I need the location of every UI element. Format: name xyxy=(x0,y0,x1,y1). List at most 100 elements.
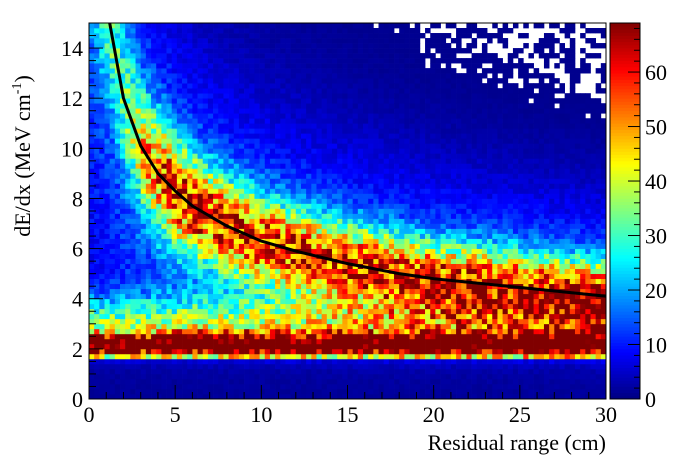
heatmap-cell xyxy=(207,353,214,360)
heatmap-cell xyxy=(331,113,338,119)
heatmap-cell xyxy=(388,313,395,320)
heatmap-cell xyxy=(311,273,317,280)
heatmap-cell xyxy=(285,53,291,59)
heatmap-cell xyxy=(425,333,431,340)
heatmap-cell xyxy=(399,303,405,310)
heatmap-cell xyxy=(326,263,333,269)
heatmap-cell xyxy=(378,288,385,295)
heatmap-cell xyxy=(120,178,126,184)
heatmap-cell xyxy=(166,193,173,199)
heatmap-cell xyxy=(218,248,224,254)
heatmap-cell xyxy=(109,328,116,335)
heatmap-cell xyxy=(233,168,240,174)
heatmap-cell xyxy=(99,73,105,79)
heatmap-cell xyxy=(249,168,255,174)
heatmap-cell xyxy=(176,383,183,390)
heatmap-cell xyxy=(161,373,167,380)
heatmap-cell xyxy=(368,103,374,109)
heatmap-cell xyxy=(187,228,193,234)
heatmap-cell xyxy=(207,373,214,380)
heatmap-cell xyxy=(130,368,136,375)
heatmap-cell xyxy=(383,208,390,214)
heatmap-cell xyxy=(404,273,410,280)
heatmap-cell xyxy=(244,213,250,219)
heatmap-cell xyxy=(161,313,167,320)
heatmap-cell xyxy=(264,158,271,164)
heatmap-cell xyxy=(254,348,260,355)
heatmap-cell xyxy=(269,248,276,254)
heatmap-cell xyxy=(120,203,126,209)
heatmap-cell xyxy=(114,28,121,34)
heatmap-cell xyxy=(187,238,193,244)
heatmap-cell xyxy=(326,53,333,59)
heatmap-cell xyxy=(166,113,173,119)
heatmap-cell xyxy=(197,58,204,64)
heatmap-cell xyxy=(409,298,416,305)
heatmap-cell xyxy=(425,78,431,84)
heatmap-cell xyxy=(300,293,307,300)
heatmap-cell xyxy=(99,283,105,290)
heatmap-cell xyxy=(409,143,416,149)
heatmap-cell xyxy=(259,348,266,355)
heatmap-cell xyxy=(244,338,250,345)
heatmap-cell xyxy=(378,128,385,134)
heatmap-cell xyxy=(156,33,162,39)
heatmap-cell xyxy=(125,158,131,164)
heatmap-cell xyxy=(135,48,142,54)
heatmap-cell xyxy=(300,388,307,395)
heatmap-cell xyxy=(197,313,204,320)
heatmap-cell xyxy=(368,78,374,84)
heatmap-cell xyxy=(218,253,224,259)
heatmap-cell xyxy=(259,383,266,390)
heatmap-cell xyxy=(151,333,157,340)
heatmap-cell xyxy=(104,23,111,29)
heatmap-cell xyxy=(171,113,178,119)
heatmap-cell xyxy=(120,143,126,149)
heatmap-cell xyxy=(388,358,395,365)
heatmap-cell xyxy=(171,273,178,280)
heatmap-cell xyxy=(295,163,302,169)
heatmap-cell xyxy=(161,388,167,395)
heatmap-cell xyxy=(187,353,193,360)
heatmap-cell xyxy=(120,373,126,380)
heatmap-cell xyxy=(264,78,271,84)
heatmap-cell xyxy=(295,383,302,390)
heatmap-cell xyxy=(145,108,152,114)
heatmap-cell xyxy=(145,308,152,315)
heatmap-cell xyxy=(321,353,328,360)
heatmap-cell xyxy=(269,143,276,149)
heatmap-cell xyxy=(166,223,173,229)
heatmap-cell xyxy=(130,373,136,380)
heatmap-cell xyxy=(280,143,286,149)
heatmap-cell xyxy=(104,193,111,199)
heatmap-cell xyxy=(114,88,121,94)
heatmap-cell xyxy=(197,178,204,184)
heatmap-cell xyxy=(285,108,291,114)
heatmap-cell xyxy=(166,268,173,275)
heatmap-cell xyxy=(145,258,152,264)
heatmap-cell xyxy=(94,38,100,44)
heatmap-cell xyxy=(202,233,209,239)
heatmap-cell xyxy=(300,103,307,109)
heatmap-cell xyxy=(130,73,136,79)
heatmap-cell xyxy=(326,28,333,34)
heatmap-cell xyxy=(156,268,162,275)
heatmap-cell xyxy=(383,253,390,259)
heatmap-cell xyxy=(145,123,152,129)
heatmap-cell xyxy=(399,243,405,249)
heatmap-cell xyxy=(192,188,198,194)
heatmap-cell xyxy=(394,163,400,169)
heatmap-cell xyxy=(223,293,229,300)
heatmap-cell xyxy=(269,253,276,259)
heatmap-cell xyxy=(295,378,302,385)
heatmap-cell xyxy=(104,73,111,79)
heatmap-cell xyxy=(192,228,198,234)
heatmap-cell xyxy=(378,253,385,259)
heatmap-cell xyxy=(311,388,317,395)
heatmap-cell xyxy=(378,213,385,219)
heatmap-cell xyxy=(197,188,204,194)
heatmap-cell xyxy=(414,243,421,249)
heatmap-cell xyxy=(145,163,152,169)
heatmap-cell xyxy=(285,98,291,104)
heatmap-cell xyxy=(342,203,348,209)
